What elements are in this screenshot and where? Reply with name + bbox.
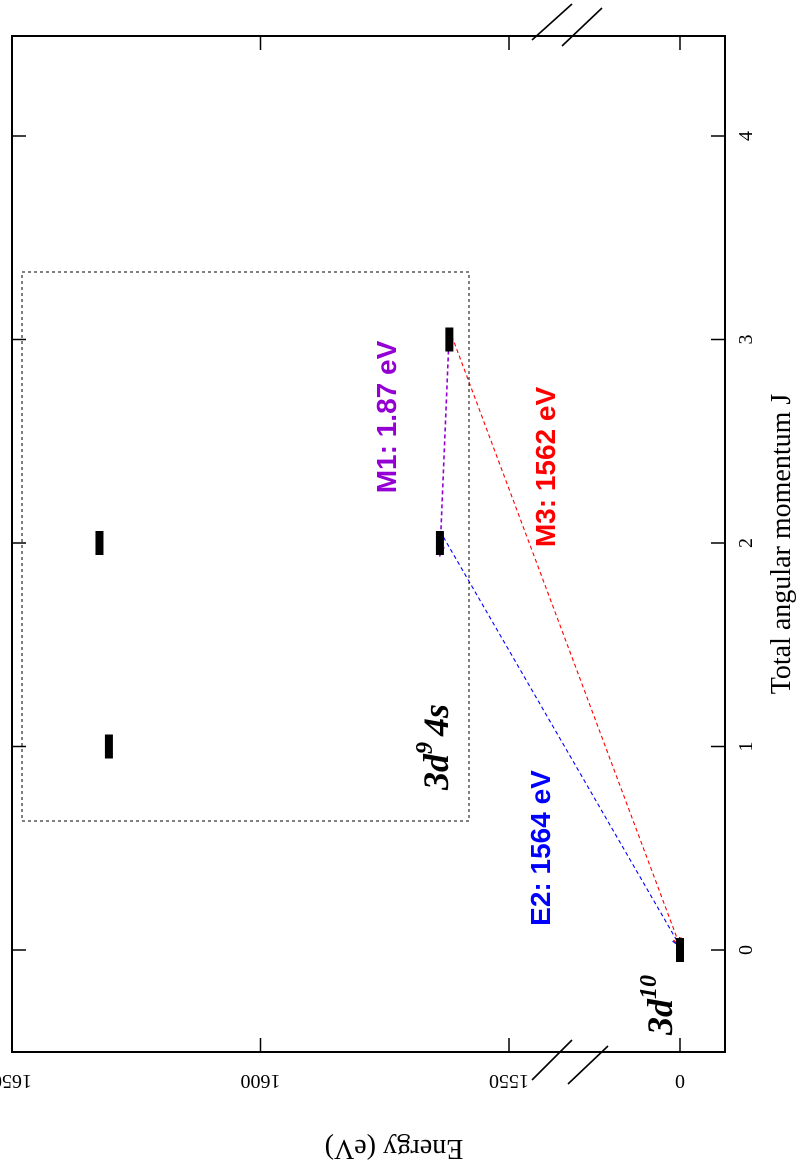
transition-label: M3: 1562 eV [530, 387, 561, 548]
excited-config-tail: 4s [416, 704, 456, 737]
ground-config-base: 3d [640, 998, 680, 1036]
level-bar [445, 327, 454, 352]
energy-tick-label: 1550 [489, 1070, 529, 1092]
energy-tick-label-group: 1650 [0, 1070, 32, 1092]
level-bar [676, 938, 684, 962]
plot-frame [11, 35, 726, 1053]
ground-config-label: 3d10 [636, 975, 680, 1036]
energy-tick-label-group: 1550 [489, 1070, 529, 1092]
transition-label-group: M1: 1.87 eV [371, 340, 402, 493]
level-bar [95, 531, 104, 555]
j-tick-label: 2 [735, 538, 757, 548]
energy-tick-label-group: 1600 [241, 1070, 281, 1092]
level-bar [435, 531, 444, 555]
j-tick-label-group: 3 [735, 335, 757, 345]
transition-label: M1: 1.87 eV [371, 340, 402, 493]
svg-text:3d94s: 3d9 4s [412, 704, 456, 791]
energy-levels [95, 327, 684, 962]
j-tick-label: 4 [735, 131, 757, 141]
axis-break-bottom [531, 1039, 609, 1085]
j-tick-label-group: 1 [735, 742, 757, 752]
j-tick-label: 1 [735, 742, 757, 752]
x-axis-label: Total angular momentum J [766, 394, 797, 695]
transition-label-group: M3: 1562 eV [530, 387, 561, 548]
energy-tick-label-group: 0 [675, 1070, 685, 1092]
j-axis-tick-labels: 0 1 2 3 4 [735, 131, 757, 955]
energy-tick-label: 1600 [241, 1070, 281, 1092]
j-tick-label: 3 [735, 335, 757, 345]
ground-config-sup: 10 [636, 975, 662, 999]
level-bar [104, 734, 113, 759]
j-tick-label: 0 [735, 945, 757, 955]
excited-config-sup: 9 [412, 742, 438, 754]
transition-arrow [440, 329, 451, 556]
x-axis-title: Total angular momentum J [766, 394, 797, 695]
axis-break-top [531, 3, 603, 47]
transition-label: E2: 1564 eV [525, 770, 556, 926]
j-tick-label-group: 4 [735, 131, 757, 141]
transition-arrows [439, 329, 680, 947]
transition-label-group: E2: 1564 eV [525, 770, 556, 926]
y-axis-title: Energy (eV) [325, 1133, 464, 1163]
excited-config-base: 3d [416, 753, 456, 791]
transition-labels: M1: 1.87 eV E2: 1564 eV M3: 1562 eV [371, 340, 561, 925]
excited-config-label: 3d9 4s [412, 704, 456, 791]
y-axis-label: Energy (eV) [325, 1133, 464, 1163]
svg-text:3d10: 3d10 [636, 975, 680, 1036]
transition-arrow [448, 329, 680, 947]
energy-axis-ticks [11, 36, 681, 1052]
excited-config-box [21, 271, 470, 822]
j-tick-label-group: 2 [735, 538, 757, 548]
transition-arrow [439, 530, 680, 946]
energy-axis-tick-labels: 0 1550 1600 1650 [0, 1070, 685, 1092]
energy-tick-label: 0 [675, 1070, 685, 1092]
energy-tick-label: 1650 [0, 1070, 32, 1092]
j-tick-label-group: 0 [735, 945, 757, 955]
j-axis-ticks [12, 135, 725, 951]
